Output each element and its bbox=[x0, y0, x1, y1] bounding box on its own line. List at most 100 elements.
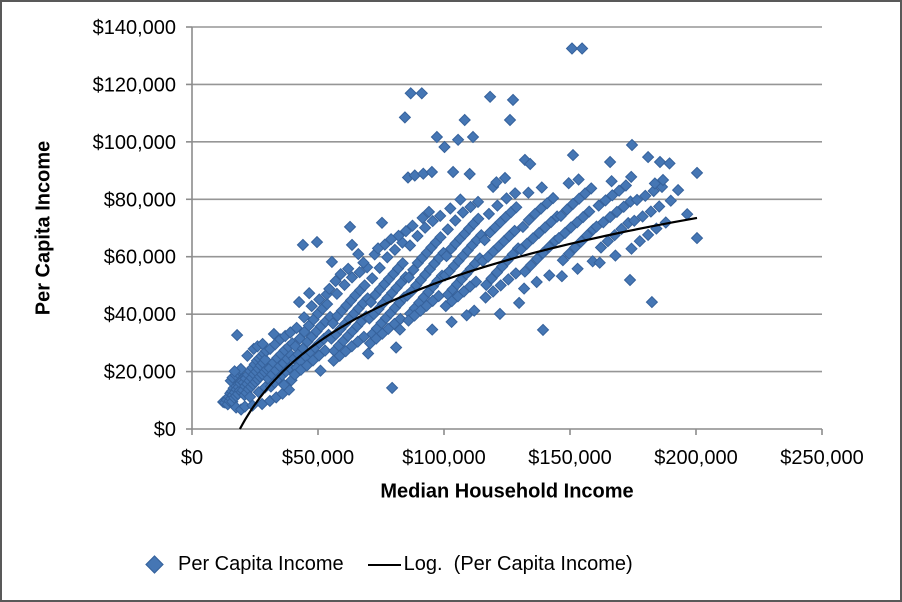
scatter-point bbox=[438, 140, 451, 154]
y-tick-label: $80,000 bbox=[104, 189, 176, 211]
scatter-point bbox=[502, 273, 515, 286]
scatter-point bbox=[343, 220, 357, 234]
scatter-point bbox=[491, 199, 504, 212]
scatter-point bbox=[619, 179, 633, 192]
scatter-point bbox=[482, 207, 496, 221]
legend-trendline-label: Log. (Per Capita Income) bbox=[403, 553, 633, 575]
scatter-point bbox=[636, 210, 649, 223]
scatter-point bbox=[582, 205, 596, 218]
scatter-point bbox=[645, 295, 659, 309]
scatter-point bbox=[449, 214, 462, 227]
scatter-point bbox=[599, 194, 612, 207]
scatter-point bbox=[510, 201, 523, 214]
scatter-point bbox=[508, 187, 522, 200]
legend-item-trendline: Log. (Per Capita Income) bbox=[367, 553, 633, 576]
scatter-point bbox=[568, 241, 582, 254]
scatter-point bbox=[433, 209, 447, 223]
scatter-point bbox=[361, 347, 375, 360]
y-tick-label: $40,000 bbox=[104, 304, 176, 326]
scatter-point bbox=[653, 155, 667, 169]
x-tick-label: $200,000 bbox=[654, 447, 737, 469]
scatter-point bbox=[612, 184, 626, 197]
scatter-point bbox=[296, 238, 310, 252]
scatter-point bbox=[500, 192, 513, 205]
scatter-point bbox=[641, 150, 655, 164]
scatter-point bbox=[314, 364, 327, 377]
scatter-point bbox=[603, 210, 617, 224]
scatter-point bbox=[490, 176, 503, 189]
scatter-point bbox=[562, 247, 576, 261]
scatter-point bbox=[647, 184, 660, 198]
scatter-point bbox=[422, 205, 436, 219]
line-marker-icon bbox=[367, 563, 401, 566]
scatter-point bbox=[373, 261, 386, 275]
scatter-point bbox=[375, 216, 389, 230]
scatter-point bbox=[440, 249, 453, 263]
legend-series-label: Per Capita Income bbox=[178, 553, 344, 575]
scatter-point bbox=[292, 295, 306, 309]
scatter-point bbox=[352, 247, 365, 261]
scatter-point bbox=[458, 113, 471, 127]
scatter-point bbox=[277, 378, 291, 392]
scatter-point bbox=[323, 282, 336, 296]
scatter-point bbox=[522, 186, 535, 199]
scatter-point bbox=[690, 231, 704, 245]
scatter-point bbox=[430, 130, 444, 144]
scatter-point bbox=[571, 262, 584, 276]
scatter-point bbox=[479, 291, 492, 304]
x-tick-label: $0 bbox=[181, 447, 203, 469]
scatter-point bbox=[365, 272, 379, 285]
scatter-point bbox=[625, 138, 639, 152]
scatter-point bbox=[617, 200, 630, 214]
scatter-point bbox=[393, 323, 407, 336]
scatter-point bbox=[610, 205, 624, 219]
y-tick-label: $120,000 bbox=[93, 74, 176, 96]
scatter-point bbox=[584, 182, 598, 195]
scatter-point bbox=[690, 166, 704, 180]
scatter-point bbox=[381, 251, 394, 264]
scatter-point bbox=[565, 42, 579, 55]
scatter-point bbox=[472, 212, 485, 226]
scatter-point bbox=[546, 191, 560, 205]
scatter-point bbox=[566, 148, 580, 162]
scatter-point bbox=[554, 209, 568, 223]
scatter-point bbox=[518, 265, 532, 278]
scatter-point bbox=[536, 323, 550, 337]
scatter-point bbox=[267, 327, 281, 341]
scatter-point bbox=[524, 259, 538, 272]
scatter-point bbox=[517, 282, 531, 295]
x-axis-title: Median Household Income bbox=[380, 480, 634, 503]
scatter-point bbox=[463, 167, 476, 181]
scatter-point bbox=[506, 93, 520, 107]
scatter-point bbox=[310, 235, 324, 249]
scatter-point bbox=[417, 167, 430, 180]
scatter-point bbox=[555, 269, 569, 283]
scatter-point bbox=[345, 238, 359, 252]
scatter-point bbox=[594, 241, 608, 254]
scatter-point bbox=[523, 157, 537, 171]
scatter-point bbox=[364, 295, 378, 309]
scatter-point bbox=[444, 202, 457, 215]
scatter-point bbox=[535, 181, 549, 194]
scatter-point bbox=[503, 113, 517, 127]
scatter-point bbox=[345, 271, 359, 284]
scatter-point bbox=[467, 304, 481, 317]
scatter-point bbox=[338, 278, 351, 292]
scatter-point bbox=[575, 42, 589, 55]
scatter-point bbox=[512, 296, 526, 310]
scatter-point bbox=[398, 111, 412, 124]
scatter-point bbox=[403, 239, 417, 252]
scatter-point bbox=[508, 224, 521, 238]
scatter-point bbox=[466, 130, 480, 144]
scatter-point bbox=[454, 193, 467, 206]
scatter-point bbox=[652, 200, 666, 213]
scatter-point bbox=[641, 228, 655, 242]
scatter-point bbox=[530, 275, 543, 289]
scatter-point bbox=[451, 133, 465, 147]
scatter-point bbox=[228, 365, 241, 378]
scatter-point bbox=[425, 323, 439, 336]
scatter-point bbox=[625, 242, 638, 255]
scatter-point bbox=[371, 242, 385, 255]
